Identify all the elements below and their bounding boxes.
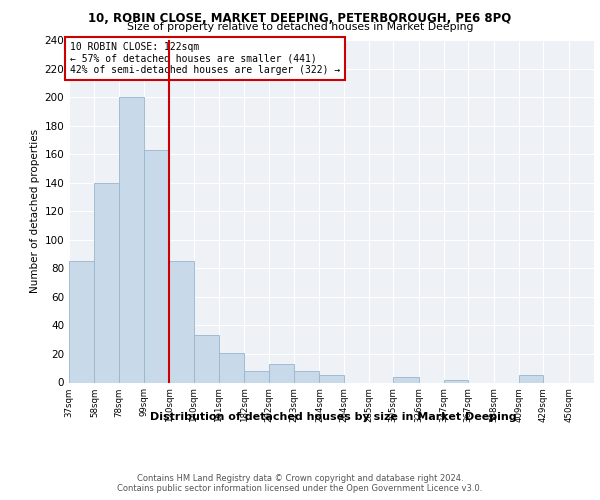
Bar: [294, 371, 319, 382]
Bar: [194, 336, 219, 382]
Bar: [169, 261, 194, 382]
Bar: [144, 150, 169, 382]
Text: Contains public sector information licensed under the Open Government Licence v3: Contains public sector information licen…: [118, 484, 482, 493]
Bar: [519, 376, 543, 382]
Text: 10 ROBIN CLOSE: 122sqm
← 57% of detached houses are smaller (441)
42% of semi-de: 10 ROBIN CLOSE: 122sqm ← 57% of detached…: [70, 42, 340, 75]
Text: 10, ROBIN CLOSE, MARKET DEEPING, PETERBOROUGH, PE6 8PQ: 10, ROBIN CLOSE, MARKET DEEPING, PETERBO…: [88, 12, 512, 26]
Bar: [319, 376, 344, 382]
Bar: [444, 380, 468, 382]
Bar: [393, 377, 419, 382]
Bar: [69, 261, 94, 382]
Y-axis label: Number of detached properties: Number of detached properties: [30, 129, 40, 294]
Bar: [269, 364, 294, 382]
Bar: [219, 352, 244, 382]
Text: Distribution of detached houses by size in Market Deeping: Distribution of detached houses by size …: [149, 412, 517, 422]
Bar: [94, 182, 119, 382]
Bar: [119, 97, 144, 382]
Text: Size of property relative to detached houses in Market Deeping: Size of property relative to detached ho…: [127, 22, 473, 32]
Text: Contains HM Land Registry data © Crown copyright and database right 2024.: Contains HM Land Registry data © Crown c…: [137, 474, 463, 483]
Bar: [244, 371, 269, 382]
